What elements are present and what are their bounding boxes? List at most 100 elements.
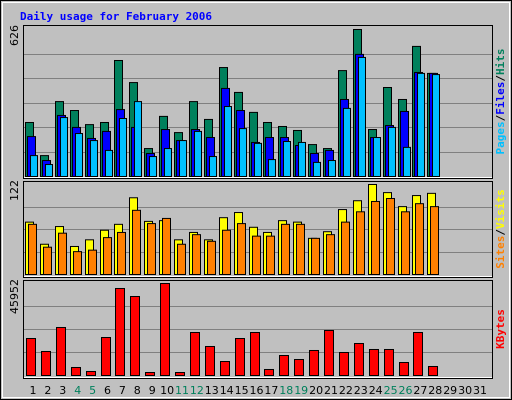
legend-entry: Visits	[494, 189, 507, 229]
legend-separator: /	[494, 229, 507, 236]
bar	[384, 348, 394, 376]
x-tick-label: 19	[294, 384, 308, 397]
x-tick-label: 1	[30, 384, 37, 397]
bar	[401, 211, 410, 275]
bar	[354, 343, 364, 377]
bar	[26, 338, 36, 377]
x-tick-label: 21	[324, 384, 338, 397]
bar	[339, 351, 349, 377]
x-tick-label: 13	[205, 384, 219, 397]
x-tick-label: 12	[190, 384, 204, 397]
bar	[283, 141, 291, 178]
x-tick-label: 10	[160, 384, 174, 397]
bar	[30, 155, 38, 177]
bar	[264, 368, 274, 377]
x-tick-label: 5	[89, 384, 96, 397]
bar	[298, 141, 306, 178]
bar	[268, 159, 276, 177]
bar	[254, 142, 262, 177]
bar	[132, 209, 141, 275]
bar	[356, 211, 365, 275]
bar	[403, 146, 411, 178]
bar	[415, 203, 424, 275]
x-tick-label: 7	[119, 384, 126, 397]
bar	[224, 106, 232, 177]
x-tick-label: 17	[264, 384, 278, 397]
bar	[428, 365, 438, 377]
bar	[313, 161, 321, 177]
bar	[101, 337, 111, 376]
chart-title: Daily usage for February 2006	[20, 10, 212, 23]
bar	[266, 235, 275, 275]
bar	[86, 370, 96, 376]
bar	[88, 249, 97, 275]
x-tick-label: 9	[149, 384, 156, 397]
bar	[386, 198, 395, 275]
bar	[294, 359, 304, 376]
bar	[134, 101, 142, 177]
bar	[145, 371, 155, 376]
x-tick-label: 31	[473, 384, 487, 397]
bar	[147, 223, 156, 275]
bar	[326, 234, 335, 276]
bar	[430, 206, 439, 275]
bar	[160, 283, 170, 376]
bar	[413, 331, 423, 376]
x-tick-label: 29	[443, 384, 457, 397]
x-tick-label: 16	[250, 384, 264, 397]
legend-entry: Sites	[494, 236, 507, 269]
bar	[373, 137, 381, 177]
bar	[73, 251, 82, 276]
x-tick-label: 26	[399, 384, 413, 397]
bar	[328, 160, 336, 178]
bar	[343, 107, 351, 177]
x-tick-label: 15	[235, 384, 249, 397]
bar	[75, 133, 83, 178]
bar	[324, 329, 334, 377]
bar	[119, 117, 127, 178]
bar	[115, 287, 125, 376]
legend: Sites/Visits	[494, 189, 507, 269]
bar	[250, 331, 260, 376]
bar	[105, 149, 113, 178]
bar	[149, 156, 157, 177]
x-tick-label: 30	[458, 384, 472, 397]
y-tick-label: 626	[8, 25, 21, 46]
bar	[130, 295, 140, 376]
bar	[162, 217, 171, 276]
legend-entry: Files	[494, 82, 507, 115]
bar	[371, 200, 380, 275]
x-tick-label: 22	[339, 384, 353, 397]
bar	[399, 362, 409, 376]
bar	[164, 148, 172, 177]
bar	[45, 164, 53, 177]
bar	[296, 223, 305, 275]
bar	[194, 130, 202, 178]
x-tick-label: 25	[384, 384, 398, 397]
bar	[179, 140, 187, 177]
bar	[279, 354, 289, 376]
bar	[103, 237, 112, 276]
bar	[281, 223, 290, 275]
bar	[209, 156, 217, 177]
bar	[239, 128, 247, 177]
bar	[58, 232, 67, 275]
legend: Pages/Files/Hits	[494, 49, 507, 155]
x-tick-label: 24	[369, 384, 383, 397]
bar	[358, 56, 366, 177]
bar	[117, 231, 126, 275]
x-tick-label: 8	[134, 384, 141, 397]
x-tick-label: 27	[413, 384, 427, 397]
legend-entry: Hits	[494, 49, 507, 76]
legend-separator: /	[494, 75, 507, 82]
bar	[71, 366, 81, 376]
bar	[311, 237, 320, 276]
x-tick-label: 4	[74, 384, 81, 397]
legend-separator: /	[494, 114, 507, 121]
bar	[220, 361, 230, 377]
bar	[56, 326, 66, 376]
x-tick-label: 23	[354, 384, 368, 397]
bar	[369, 348, 379, 376]
